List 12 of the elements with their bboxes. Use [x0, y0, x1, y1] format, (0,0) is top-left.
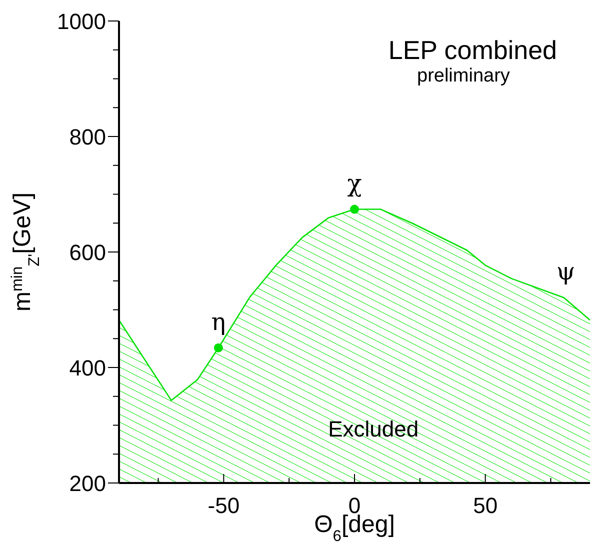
- y-tick-label: 1000: [57, 9, 106, 34]
- y-tick-label: 400: [69, 356, 106, 380]
- y-tick-label: 200: [69, 471, 106, 496]
- x-tick-label: 50: [473, 493, 498, 518]
- x-tick-label: -50: [208, 493, 240, 518]
- annotation: ψ: [556, 258, 576, 286]
- annotation: η: [211, 308, 226, 336]
- y-tick-label: 600: [69, 240, 106, 265]
- y-tick-label: 800: [69, 124, 106, 150]
- annotation: preliminary: [417, 66, 510, 87]
- annotation: LEP combined: [388, 35, 558, 66]
- annotation: χ: [347, 169, 362, 198]
